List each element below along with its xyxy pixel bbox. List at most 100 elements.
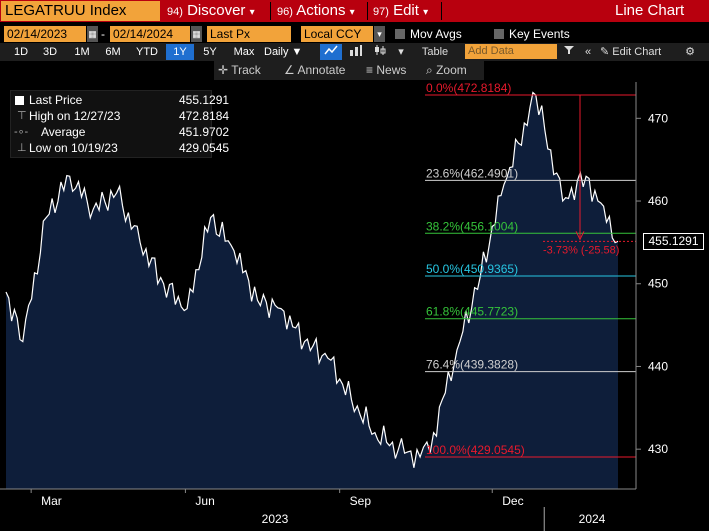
discover-menu-label: Discover <box>187 2 246 19</box>
average-marker-icon: -∘- <box>14 126 29 138</box>
actions-menu-number: 96) <box>277 6 293 18</box>
start-date-field[interactable]: 02/14/2023 <box>4 26 86 42</box>
price-line <box>5 91 619 468</box>
x-tick-label: Mar <box>41 494 62 508</box>
y-tick-label: 470 <box>648 111 668 125</box>
key-events-checkbox[interactable] <box>494 29 504 39</box>
news-icon: ≡ <box>366 63 374 77</box>
edit-menu-number: 97) <box>373 6 389 18</box>
frequency-select[interactable]: Daily ▼ <box>264 44 312 60</box>
legend-average-value: 451.9702 <box>179 125 230 139</box>
x-year-label: 2024 <box>579 512 606 526</box>
track-tool[interactable]: ✛ Track <box>218 61 261 80</box>
legend-high-value: 472.8184 <box>179 109 230 123</box>
annotate-label: Annotate <box>297 63 346 77</box>
ticker-field[interactable]: LEGATRUU Index <box>1 1 160 21</box>
mov-avgs-label: Mov Avgs <box>410 27 462 41</box>
menu-divider <box>367 2 368 20</box>
edit-chart-button[interactable]: ✎ Edit Chart <box>600 44 678 60</box>
news-tool[interactable]: ≡ News <box>366 61 406 80</box>
discover-menu-number: 94) <box>167 6 183 18</box>
collapse-left-icon[interactable]: « <box>584 46 592 58</box>
filter-icon[interactable] <box>562 44 576 60</box>
period-ytd[interactable]: YTD <box>136 46 158 58</box>
period-3d[interactable]: 3D <box>42 46 58 58</box>
period-1m[interactable]: 1M <box>74 46 90 58</box>
chart-tools-bar <box>214 61 484 80</box>
legend-square-icon <box>15 96 24 105</box>
period-max[interactable]: Max <box>233 46 255 58</box>
legend-low-label: Low on 10/19/23 <box>29 141 118 155</box>
line-chart-icon[interactable] <box>320 44 342 60</box>
currency-select[interactable]: Local CCY <box>301 26 373 42</box>
news-label: News <box>376 63 407 77</box>
y-tick-label: 450 <box>648 277 668 291</box>
x-tick-label: Dec <box>502 494 523 508</box>
price-chart[interactable]: 0.0%(472.8184) 23.6%(462.4901) 38.2%(456.1… <box>0 80 709 531</box>
fib-level-label: 38.2%(456.1004) <box>426 219 518 233</box>
fib-level-label: 100.0%(429.0545) <box>426 443 525 457</box>
legend-average-label: Average <box>41 125 86 139</box>
menu-divider <box>441 2 442 20</box>
measure-label: -3.73% (-25.58) <box>543 244 619 256</box>
search-icon: ⌕ <box>426 63 433 77</box>
gear-icon[interactable]: ⚙ <box>685 46 695 58</box>
actions-menu-label: Actions <box>296 2 346 19</box>
y-tick-label: 460 <box>648 194 668 208</box>
crosshair-icon: ✛ <box>218 63 229 77</box>
chevron-down-icon[interactable]: ▾ <box>374 26 385 42</box>
y-tick-label: 440 <box>648 359 668 373</box>
date-range-dash: - <box>101 27 105 41</box>
end-date-field[interactable]: 02/14/2024 <box>110 26 190 42</box>
legend-low-value: 429.0545 <box>179 141 230 155</box>
edit-menu[interactable]: 97) Edit ▾ <box>373 0 428 22</box>
chart-type-title: Line Chart <box>615 2 685 19</box>
x-year-label: 2023 <box>262 512 289 526</box>
zoom-label: Zoom <box>436 63 467 77</box>
annotate-icon: ∠ <box>284 63 295 77</box>
legend-high-label: High on 12/27/23 <box>29 109 121 123</box>
fib-level-label: 61.8%(445.7723) <box>426 305 518 319</box>
zoom-tool[interactable]: ⌕ Zoom <box>426 61 467 80</box>
edit-chart-label: Edit Chart <box>612 46 662 58</box>
bar-chart-icon[interactable] <box>346 44 366 60</box>
period-1d[interactable]: 1D <box>13 46 29 58</box>
chevron-down-icon: ▾ <box>423 7 429 18</box>
actions-menu[interactable]: 96) Actions ▾ <box>277 0 355 22</box>
annotate-tool[interactable]: ∠ Annotate <box>284 61 345 80</box>
table-button[interactable]: Table <box>421 46 449 58</box>
calendar-icon[interactable]: ▦ <box>191 26 202 42</box>
discover-menu[interactable]: 94) Discover ▾ <box>167 0 255 22</box>
last-price-tag: 455.1291 <box>643 233 704 250</box>
mov-avgs-checkbox[interactable] <box>395 29 405 39</box>
fib-level-label: 23.6%(462.4901) <box>426 166 518 180</box>
chevron-down-icon: ▼ <box>291 46 303 58</box>
fib-level-label: 76.4%(439.3828) <box>426 358 518 372</box>
key-events-label: Key Events <box>509 27 570 41</box>
legend-last-price-label: Last Price <box>29 93 83 107</box>
high-marker-icon: ⊤ <box>17 110 27 122</box>
add-data-input[interactable]: Add Data <box>465 44 557 59</box>
price-area-fill <box>6 92 618 489</box>
price-field-select[interactable]: Last Px <box>207 26 291 42</box>
function-bar <box>0 0 709 22</box>
candle-chart-icon[interactable] <box>370 44 390 60</box>
calendar-icon[interactable]: ▦ <box>87 26 98 42</box>
chart-type-more-icon[interactable]: ▾ <box>398 46 404 58</box>
period-1y[interactable]: 1Y <box>166 44 194 60</box>
y-tick-label: 430 <box>648 442 668 456</box>
fib-level-label: 50.0%(450.9365) <box>426 262 518 276</box>
x-tick-label: Jun <box>195 494 214 508</box>
legend-last-price-value: 455.1291 <box>179 93 230 107</box>
chevron-down-icon: ▾ <box>349 7 355 18</box>
measure-arrowhead <box>575 231 585 241</box>
chevron-down-icon: ▾ <box>249 7 255 18</box>
chart-legend: Last Price 455.1291 ⊤ High on 12/27/23 4… <box>10 90 229 158</box>
edit-menu-label: Edit <box>393 2 419 19</box>
x-tick-label: Sep <box>350 494 372 508</box>
period-5y[interactable]: 5Y <box>203 46 217 58</box>
pencil-icon: ✎ <box>600 46 610 58</box>
period-6m[interactable]: 6M <box>105 46 121 58</box>
track-label: Track <box>231 63 261 77</box>
fib-level-label: 0.0%(472.8184) <box>426 81 511 95</box>
